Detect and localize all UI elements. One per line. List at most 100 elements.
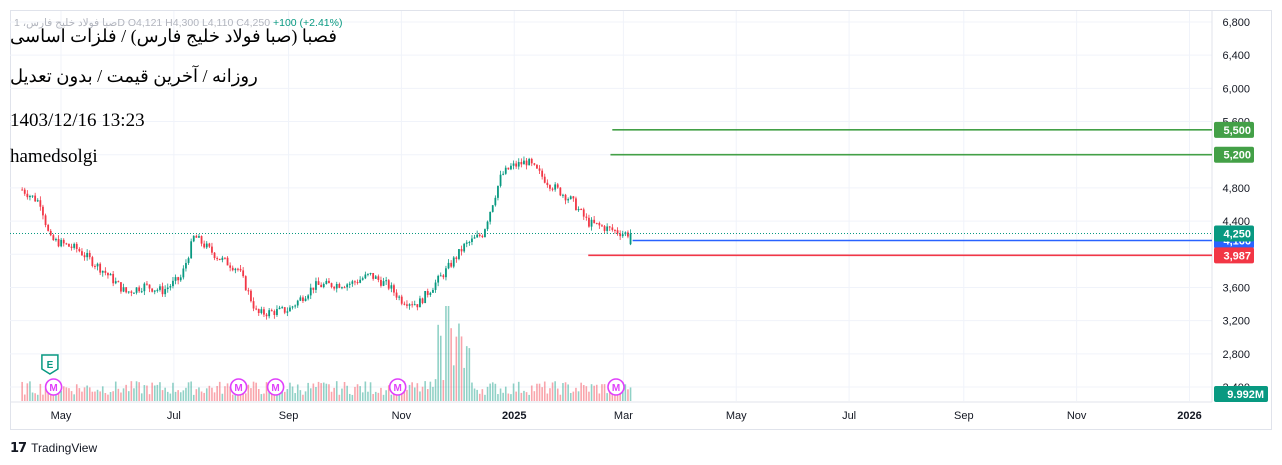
volume-bar xyxy=(317,381,320,401)
volume-bar xyxy=(65,387,68,401)
volume-bar xyxy=(395,394,398,401)
candle-body xyxy=(385,280,388,282)
candle-body xyxy=(320,284,323,288)
candle-body xyxy=(286,311,289,313)
volume-bar xyxy=(47,390,49,401)
volume-bar xyxy=(75,384,78,401)
x-tick-label: Jul xyxy=(842,410,856,422)
candle-body xyxy=(156,289,159,291)
volume-bar xyxy=(400,392,403,401)
candle-body xyxy=(374,276,377,279)
volume-bar xyxy=(29,381,31,401)
candle-body xyxy=(104,270,107,273)
candle-body xyxy=(341,287,343,289)
last-price-badge: 4,250 xyxy=(1223,229,1251,241)
candle-body xyxy=(465,242,468,244)
x-axis: May Jul Sep Nov 2025 Mar May Jul Sep Nov 2026 xyxy=(51,410,1202,422)
candle-body xyxy=(398,296,401,298)
volume-bar xyxy=(169,393,172,401)
volume-bar xyxy=(120,392,122,401)
volume-bar xyxy=(489,383,491,401)
volume-bar xyxy=(286,389,289,401)
candle-body xyxy=(226,257,229,266)
volume-bar xyxy=(450,328,452,401)
tradingview-logo[interactable]: 𝟭𝟳 TradingView xyxy=(10,440,97,456)
ohlc-values: صبا فولاد خلیج فارس، 1D O4,121 H4,300 L4… xyxy=(14,17,271,29)
candle-body xyxy=(432,289,434,293)
volume-bar xyxy=(486,386,489,401)
volume-bar xyxy=(104,393,107,401)
candle-body xyxy=(177,277,180,281)
volume-bar xyxy=(520,392,523,401)
volume-bar xyxy=(151,382,153,401)
volume-bar xyxy=(203,392,205,401)
candle-body xyxy=(588,217,590,227)
candle-body xyxy=(473,237,476,239)
candle-body xyxy=(224,257,226,259)
volume-bar xyxy=(213,392,216,401)
candle-body xyxy=(528,158,531,166)
candle-body xyxy=(463,243,466,252)
volume-bar xyxy=(593,385,595,401)
candle-body xyxy=(460,249,463,252)
candle-body xyxy=(582,209,585,217)
volume-bar xyxy=(94,391,96,401)
candle-body xyxy=(231,267,234,271)
candle-body xyxy=(335,283,338,289)
candle-body xyxy=(83,255,86,258)
candle-body xyxy=(517,162,520,167)
volume-bar xyxy=(549,388,551,401)
volume-bar xyxy=(351,394,354,401)
candle-body xyxy=(65,243,68,245)
candle-body xyxy=(187,258,190,263)
candle-body xyxy=(481,235,484,238)
volume-bar xyxy=(419,391,421,401)
y-tick-label: 6,400 xyxy=(1222,50,1250,62)
event-m-label: M xyxy=(271,383,279,394)
volume-bar xyxy=(598,393,601,401)
volume-bar xyxy=(580,382,582,401)
candle-body xyxy=(343,287,346,289)
candle-body xyxy=(549,185,551,189)
volume-bar xyxy=(34,393,36,401)
volume-bar xyxy=(426,389,429,401)
price-badge-bg xyxy=(1214,247,1254,264)
candle-body xyxy=(346,284,349,288)
event-m-icon xyxy=(607,378,625,396)
candle-body xyxy=(551,188,554,190)
volume-bar xyxy=(289,382,291,401)
candle-body xyxy=(234,268,237,271)
candle-body xyxy=(523,160,525,165)
candle-body xyxy=(400,296,403,304)
candle-body xyxy=(255,308,258,310)
candle-body xyxy=(372,273,375,279)
candle-body xyxy=(229,265,232,268)
volume-bar xyxy=(497,394,499,401)
event-e-icon xyxy=(41,354,59,375)
candle-body xyxy=(31,195,34,197)
volume-bar xyxy=(543,381,546,401)
candle-body xyxy=(510,165,512,170)
volume-bar xyxy=(421,386,424,401)
candle-body xyxy=(252,301,255,309)
candle-body xyxy=(179,277,182,281)
candle-body xyxy=(42,206,44,216)
candle-body xyxy=(237,268,239,270)
candle-body xyxy=(437,275,440,283)
candle-body xyxy=(616,230,619,234)
volume-bar xyxy=(473,388,476,401)
volume-bar xyxy=(517,381,520,401)
volume-bar xyxy=(57,390,60,401)
volume-bar xyxy=(117,388,120,401)
volume-bar xyxy=(21,381,23,401)
price-change: +100 (+2.41%) xyxy=(272,17,343,29)
volume-bar xyxy=(81,391,83,401)
chart-area[interactable] xyxy=(10,10,1272,430)
candle-body xyxy=(382,281,385,286)
volume-bar xyxy=(226,383,229,401)
volume-bar xyxy=(148,394,151,401)
volume-bar xyxy=(439,335,442,401)
candle-body xyxy=(590,219,593,227)
